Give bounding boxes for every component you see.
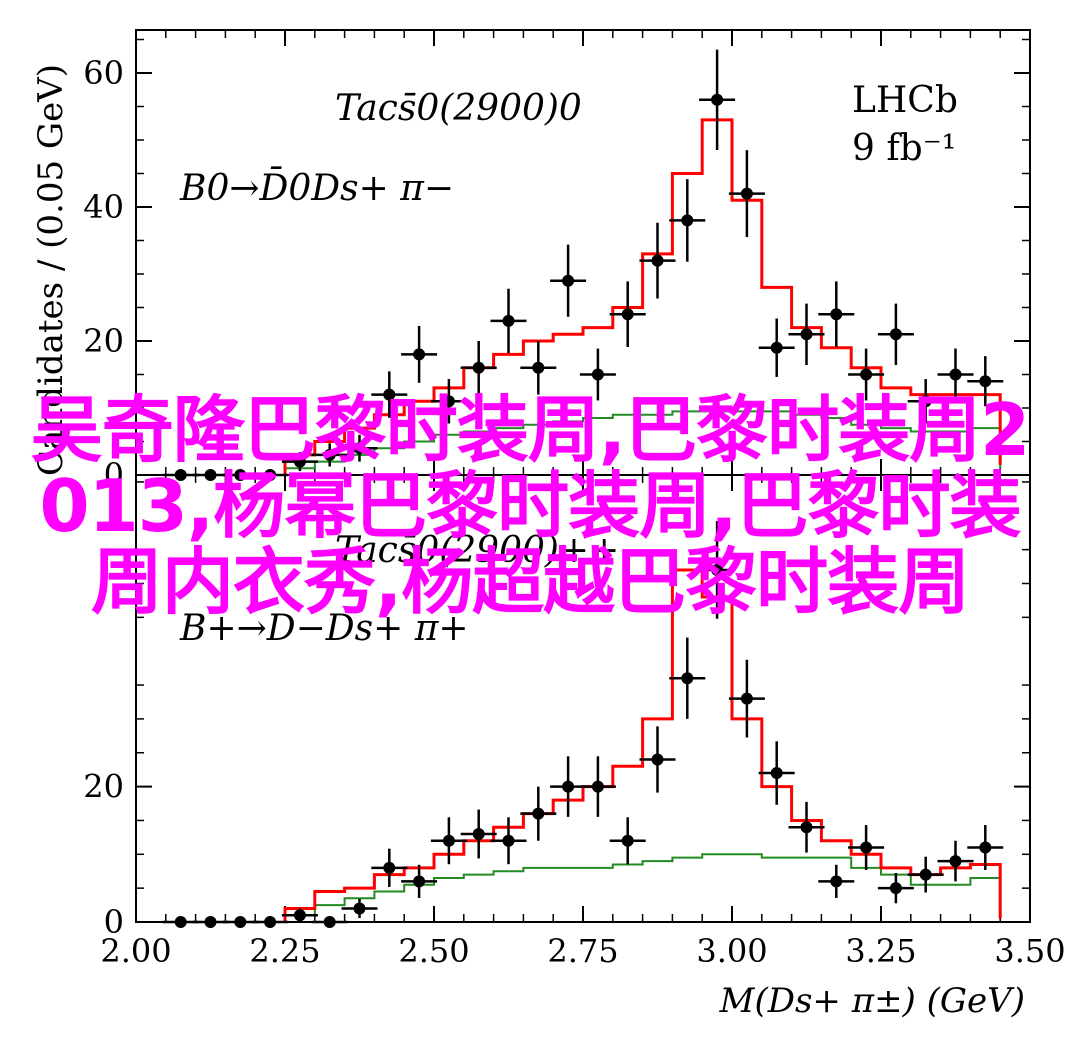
data-point <box>311 443 348 467</box>
component-curve <box>284 853 1002 922</box>
luminosity-label: 9 fb⁻¹ <box>852 128 956 169</box>
x-tick-label: 2.75 <box>547 932 618 970</box>
x-tick-label: 3.00 <box>696 932 767 970</box>
top-panel: 0 20 40 60 <box>83 30 1031 494</box>
data-point <box>669 179 706 262</box>
data-point <box>579 756 616 817</box>
top-state-label: Tacs̄0(2900)0 <box>335 88 582 129</box>
data-point <box>609 817 646 865</box>
data-point <box>579 348 616 401</box>
data-point <box>639 726 676 793</box>
data-point <box>281 908 318 922</box>
y-tick-label: 0 <box>104 903 124 941</box>
data-point <box>281 452 318 472</box>
data-point <box>341 898 378 919</box>
data-point <box>699 49 736 150</box>
data-point <box>252 469 289 481</box>
data-point <box>430 817 467 865</box>
data-point <box>758 318 795 377</box>
data-point <box>311 916 348 928</box>
data-point <box>818 281 855 348</box>
data-point <box>401 325 438 383</box>
y-tick-label: 20 <box>83 768 124 806</box>
y-axis-label: Candidates / (0.05 GeV) <box>31 64 71 476</box>
data-point <box>341 434 378 462</box>
data-point <box>460 809 497 859</box>
data-point <box>669 637 706 719</box>
experiment-label: LHCb <box>852 80 958 121</box>
data-point <box>401 864 438 898</box>
data-point <box>520 786 557 841</box>
data-point <box>788 303 825 366</box>
data-point <box>818 864 855 898</box>
data-point <box>937 348 974 401</box>
data-point <box>490 817 527 865</box>
data-point <box>699 521 736 619</box>
data-point <box>907 856 944 893</box>
data-point <box>490 288 527 354</box>
data-point <box>728 659 765 738</box>
data-point <box>877 303 914 366</box>
data-point <box>758 741 795 805</box>
data-point <box>848 825 885 870</box>
x-tick-label: 2.25 <box>249 932 320 970</box>
bottom-decay-label: B+→D−Ds+ π+ <box>179 608 469 649</box>
data-point <box>907 379 944 424</box>
total-fit-curve <box>283 568 1002 922</box>
x-axis: 2.00 2.25 2.50 2.75 3.00 3.25 3.50 <box>100 932 1065 970</box>
bottom-panel: 0 20 <box>83 475 1031 941</box>
data-point <box>550 244 587 317</box>
x-axis-label: M(Ds+ π±) (GeV) <box>719 981 1025 1021</box>
data-point <box>371 848 408 887</box>
x-tick-label: 3.50 <box>994 932 1065 970</box>
data-point <box>371 371 408 418</box>
data-point <box>937 840 974 882</box>
data-point <box>252 916 289 928</box>
data-point <box>520 341 557 395</box>
data-point <box>967 825 1004 870</box>
y-tick-label: 40 <box>83 188 124 226</box>
top-decay-label: B0→D̄0Ds+ π− <box>179 166 454 209</box>
data-point <box>639 222 676 299</box>
data-point <box>788 801 825 853</box>
y-tick-label: 60 <box>83 54 124 92</box>
data-point <box>848 348 885 401</box>
watermark-overlay-text: 吴奇隆巴黎时装周,巴黎时装周2013,杨幂巴黎时装周,巴黎时装周内衣秀,杨超越巴… <box>30 388 1030 624</box>
x-tick-label: 2.50 <box>398 932 469 970</box>
y-tick-label: 0 <box>104 456 124 494</box>
data-point <box>877 873 914 904</box>
data-point <box>967 356 1004 407</box>
data-point <box>728 150 765 238</box>
data-point <box>609 281 646 348</box>
y-tick-label: 20 <box>83 322 124 360</box>
component-curve <box>284 410 1002 475</box>
data-point <box>460 341 497 395</box>
bottom-state-label: Tacs̄0(2900)++ <box>335 530 619 571</box>
x-tick-label: 2.00 <box>100 932 171 970</box>
x-tick-label: 3.25 <box>845 932 916 970</box>
data-point <box>430 379 467 424</box>
